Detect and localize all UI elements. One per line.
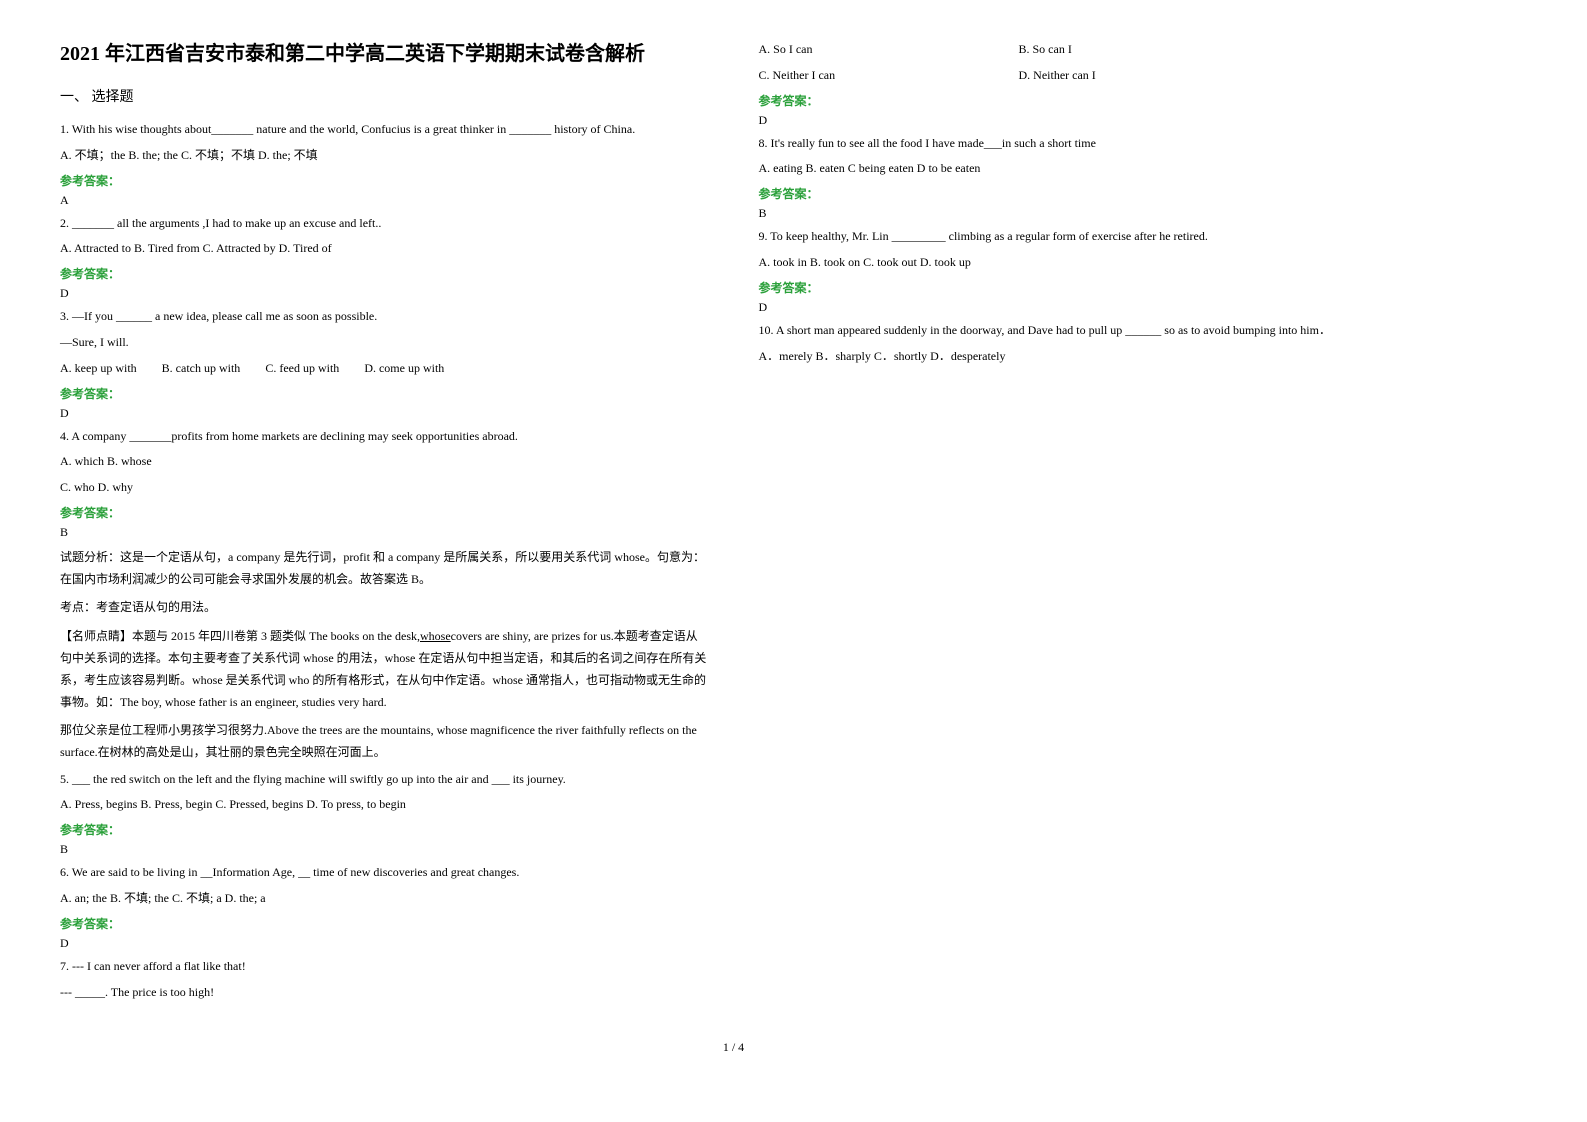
explanation-2: 考点：考查定语从句的用法。 [60,596,709,618]
question-text: 3. —If you ______ a new idea, please cal… [60,307,709,327]
answer-value: A [60,193,709,208]
explanation-1: 试题分析：这是一个定语从句，a company 是先行词，profit 和 a … [60,546,709,590]
question-text: 1. With his wise thoughts about_______ n… [60,120,709,140]
question-options: A. eating B. eaten C being eaten D to be… [759,159,1408,179]
page-body: 2021 年江西省吉安市泰和第二中学高二英语下学期期末试卷含解析 一、 选择题 … [60,40,1407,1020]
option-b: B. catch up with [162,361,241,375]
answer-label: 参考答案： [60,915,709,932]
answer-value: D [60,936,709,951]
question-6: 6. We are said to be living in __Informa… [60,863,709,951]
document-title: 2021 年江西省吉安市泰和第二中学高二英语下学期期末试卷含解析 [60,40,709,68]
option-a: A. So I can [759,40,1019,60]
answer-value: D [759,300,1408,315]
question-opt-line2: C. who D. why [60,478,709,498]
answer-label: 参考答案： [759,279,1408,296]
option-d: D. Neither can I [1019,66,1096,86]
answer-value: D [60,406,709,421]
question-options: A. Press, begins B. Press, begin C. Pres… [60,795,709,815]
option-a: A. keep up with [60,361,137,375]
explanation-4: 那位父亲是位工程师小男孩学习很努力.Above the trees are th… [60,719,709,763]
answer-value: D [60,286,709,301]
question-options: A．merely B．sharply C．shortly D．desperate… [759,347,1408,367]
explanation-3: 【名师点睛】本题与 2015 年四川卷第 3 题类似 The books on … [60,625,709,714]
question-options: A. 不填；the B. the; the C. 不填；不填 D. the; 不… [60,146,709,166]
option-b: B. So can I [1019,40,1072,60]
explanation-3-prefix: 【名师点睛】本题与 2015 年四川卷第 3 题类似 The books on … [60,629,420,643]
option-c: C. feed up with [265,361,339,375]
question-text: 9. To keep healthy, Mr. Lin _________ cl… [759,227,1408,247]
question-opt-line1: A. which B. whose [60,452,709,472]
answer-label: 参考答案： [60,172,709,189]
question-5: 5. ___ the red switch on the left and th… [60,770,709,858]
question-8: 8. It's really fun to see all the food I… [759,134,1408,222]
question-text-2: —Sure, I will. [60,333,709,353]
question-options: A. Attracted to B. Tired from C. Attract… [60,239,709,259]
question-text: 6. We are said to be living in __Informa… [60,863,709,883]
question-10: 10. A short man appeared suddenly in the… [759,321,1408,367]
question-text: 8. It's really fun to see all the food I… [759,134,1408,154]
answer-value: B [759,206,1408,221]
answer-value: B [60,842,709,857]
answer-label: 参考答案： [60,265,709,282]
page-number: 1 / 4 [60,1040,1407,1055]
question-options-row1: A. So I can B. So can I [759,40,1408,60]
answer-label: 参考答案： [60,385,709,402]
section-header: 一、 选择题 [60,86,709,106]
question-options: A. an; the B. 不填; the C. 不填; a D. the; a [60,889,709,909]
question-3: 3. —If you ______ a new idea, please cal… [60,307,709,420]
question-2: 2. _______ all the arguments ,I had to m… [60,214,709,302]
question-text: 10. A short man appeared suddenly in the… [759,321,1408,341]
answer-label: 参考答案： [759,92,1408,109]
question-text: 5. ___ the red switch on the left and th… [60,770,709,790]
answer-value: B [60,525,709,540]
answer-label: 参考答案： [60,821,709,838]
question-options: A. took in B. took on C. took out D. too… [759,253,1408,273]
question-text: 4. A company _______profits from home ma… [60,427,709,447]
question-options: A. keep up with B. catch up with C. feed… [60,359,709,379]
question-1: 1. With his wise thoughts about_______ n… [60,120,709,208]
option-d: D. come up with [364,361,444,375]
explanation-3-underlined: whose [420,629,451,643]
answer-label: 参考答案： [60,504,709,521]
question-text-2: --- _____. The price is too high! [60,983,709,1003]
question-text: 2. _______ all the arguments ,I had to m… [60,214,709,234]
answer-label: 参考答案： [759,185,1408,202]
option-c: C. Neither I can [759,66,1019,86]
question-4: 4. A company _______profits from home ma… [60,427,709,764]
question-9: 9. To keep healthy, Mr. Lin _________ cl… [759,227,1408,315]
answer-value: D [759,113,1408,128]
question-text: 7. --- I can never afford a flat like th… [60,957,709,977]
question-options-row2: C. Neither I can D. Neither can I [759,66,1408,86]
